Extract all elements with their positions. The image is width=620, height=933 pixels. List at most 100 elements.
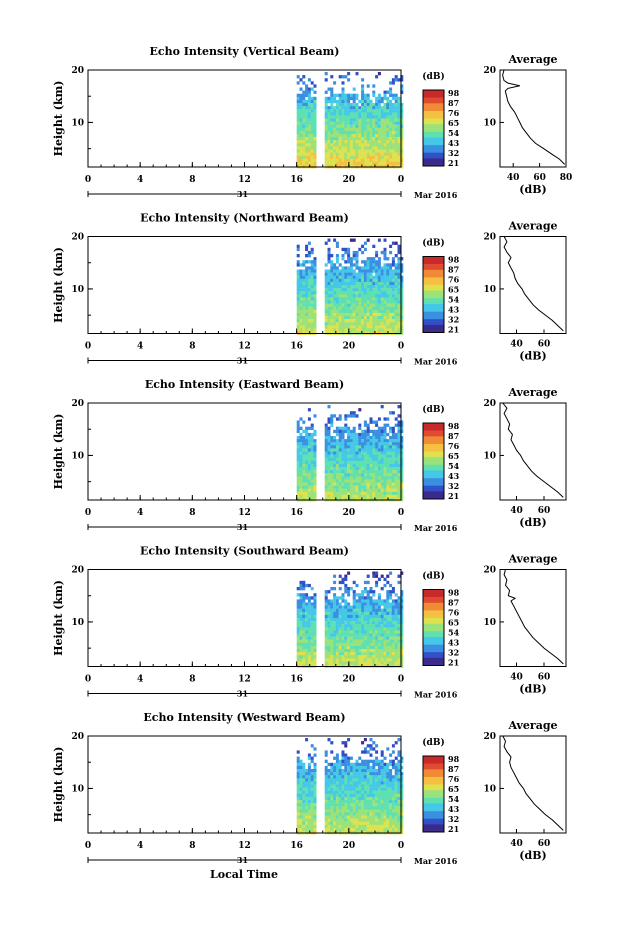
heatmap-cell <box>310 278 314 283</box>
heatmap-cell <box>375 652 379 656</box>
heatmap-cell <box>397 494 401 499</box>
heatmap-cell <box>397 784 401 788</box>
heatmap-cell <box>386 630 390 634</box>
heatmap-cell <box>386 467 390 471</box>
heatmap-cell <box>302 457 306 461</box>
heatmap-cell <box>347 639 351 643</box>
heatmap-cell <box>347 818 351 822</box>
heatmap-cell <box>299 106 303 110</box>
heatmap-cell <box>305 593 309 597</box>
heatmap-cell <box>361 158 365 163</box>
heatmap-cell <box>386 482 390 486</box>
heatmap-cell <box>380 652 384 656</box>
heatmap-cell <box>296 121 300 125</box>
heatmap-cell <box>383 448 387 452</box>
heatmap-cell <box>341 596 345 600</box>
heatmap-cell <box>313 152 317 156</box>
heatmap-cell <box>335 257 339 261</box>
heatmap-cell <box>335 639 339 643</box>
heatmap-cell <box>380 753 384 757</box>
heatmap-cell <box>366 750 370 754</box>
x-tick-label: 20 <box>343 342 356 352</box>
heatmap-cell <box>366 778 370 782</box>
heatmap-cell <box>400 611 404 616</box>
heatmap-cell <box>338 121 342 125</box>
heatmap-cell <box>313 316 317 320</box>
heatmap-cell <box>366 488 370 492</box>
heatmap-cell <box>369 312 373 317</box>
heatmap-cell <box>394 300 398 304</box>
heatmap-cell <box>347 127 351 132</box>
heatmap-cell <box>341 790 345 794</box>
heatmap-cell <box>349 127 353 132</box>
heatmap-cell <box>377 796 381 801</box>
heatmap-cell <box>299 140 303 144</box>
heatmap-cell <box>391 161 395 166</box>
heatmap-cell <box>305 325 309 329</box>
heatmap-cell <box>305 775 309 779</box>
heatmap-cell <box>338 781 342 785</box>
heatmap-cell <box>327 800 331 804</box>
heatmap-cell <box>361 155 365 159</box>
heatmap-cell <box>327 457 331 461</box>
heatmap-cell <box>372 796 376 801</box>
colorbar-step <box>423 101 444 104</box>
heatmap-cell <box>307 439 311 443</box>
heatmap-cell <box>313 118 317 122</box>
heatmap-cell <box>307 762 311 767</box>
heatmap-cell <box>352 134 356 138</box>
heatmap-cell <box>375 793 379 798</box>
heatmap-cell <box>307 269 311 273</box>
heatmap-cell <box>344 488 348 492</box>
heatmap-cell <box>380 574 384 578</box>
heatmap-cell <box>366 130 370 135</box>
heatmap-cell <box>327 451 331 455</box>
heatmap-cell <box>386 652 390 656</box>
heatmap-cell <box>327 149 331 153</box>
heatmap-cell <box>363 121 367 125</box>
colorbar-tick-label: 32 <box>448 648 459 658</box>
heatmap-cell <box>355 821 359 825</box>
heatmap-cell <box>375 254 379 258</box>
heatmap-cell <box>394 467 398 471</box>
heatmap-cell <box>347 762 351 767</box>
heatmap-cell <box>372 488 376 492</box>
colorbar-step <box>423 459 444 462</box>
heatmap-cell <box>391 618 395 622</box>
heatmap-cell <box>355 445 359 449</box>
heatmap-cell <box>330 309 334 314</box>
colorbar-step <box>423 621 444 624</box>
heatmap-cell <box>302 118 306 122</box>
heatmap-cell <box>313 263 317 267</box>
heatmap-cell <box>327 285 331 289</box>
heatmap-cell <box>296 621 300 625</box>
heatmap-cell <box>344 93 348 97</box>
heatmap-cell <box>389 140 393 144</box>
heatmap-cell <box>361 137 365 141</box>
heatmap-cell <box>380 158 384 163</box>
heatmap-cell <box>341 769 345 773</box>
heatmap-cell <box>358 448 362 452</box>
colorbar-step <box>423 97 444 100</box>
heatmap-cell <box>363 457 367 461</box>
heatmap-cell <box>330 818 334 822</box>
heatmap-cell <box>383 467 387 471</box>
heatmap-cell <box>369 491 373 496</box>
heatmap-cell <box>363 790 367 794</box>
heatmap-cell <box>335 803 339 807</box>
heatmap-cell <box>313 473 317 477</box>
heatmap-cell <box>310 152 314 156</box>
heatmap-cell <box>394 765 398 770</box>
heatmap-cell <box>335 118 339 122</box>
heatmap-cell <box>324 112 328 116</box>
heatmap-cell <box>324 599 328 603</box>
heatmap-cell <box>397 574 401 578</box>
heatmap-cell <box>302 599 306 603</box>
heatmap-cell <box>338 115 342 119</box>
heatmap-cell <box>375 309 379 314</box>
colorbar-tick-label: 76 <box>448 108 460 118</box>
heatmap-cell <box>358 272 362 276</box>
heatmap-cell <box>361 815 365 819</box>
heatmap-cell <box>310 109 314 113</box>
heatmap-cell <box>338 442 342 446</box>
